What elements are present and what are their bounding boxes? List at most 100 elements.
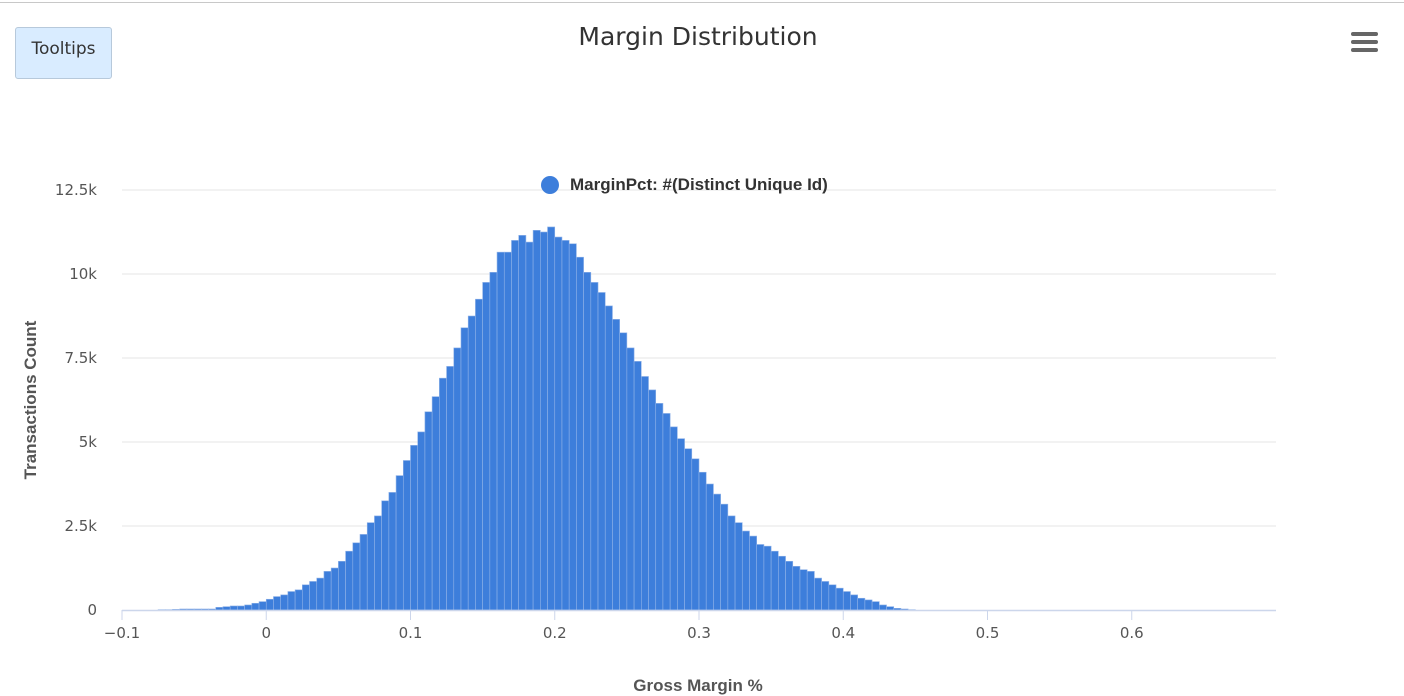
histogram-bar — [467, 315, 476, 611]
histogram-bar — [503, 251, 512, 611]
histogram-bar — [475, 298, 483, 611]
x-tick-label: 0.2 — [543, 624, 567, 642]
histogram-bar — [821, 581, 830, 611]
histogram-bar — [698, 471, 707, 611]
histogram-bar — [309, 581, 318, 611]
histogram-bar — [864, 599, 873, 611]
histogram-bar — [330, 567, 339, 611]
histogram-bar — [814, 577, 822, 611]
histogram-bar — [850, 594, 858, 611]
histogram-bar — [727, 515, 736, 611]
histogram-bar — [395, 475, 404, 611]
tooltips-button[interactable]: Tooltips — [15, 27, 112, 79]
histogram-bar — [338, 560, 346, 611]
histogram-bar — [893, 608, 902, 611]
histogram-bar — [612, 319, 620, 611]
x-tick-label: 0.4 — [831, 624, 855, 642]
histogram-bar — [381, 500, 390, 611]
x-tick-label: 0.5 — [976, 624, 1000, 642]
histogram-bar — [489, 272, 498, 611]
histogram-bar — [525, 241, 534, 611]
histogram-bar — [713, 493, 721, 611]
histogram-bar — [655, 403, 664, 611]
histogram-bar — [669, 426, 678, 611]
histogram-bar — [799, 569, 808, 611]
histogram-bar — [251, 602, 260, 611]
histogram-bar — [792, 566, 801, 611]
legend-item[interactable]: MarginPct: #(Distinct Unique Id) — [541, 175, 828, 195]
histogram-bar — [316, 577, 325, 611]
histogram-bar — [410, 445, 419, 611]
histogram-bar — [388, 492, 397, 611]
histogram-bar — [453, 347, 462, 611]
histogram-bar — [215, 607, 224, 611]
histogram-bar — [691, 458, 700, 611]
histogram-bar — [431, 396, 440, 611]
x-tick-label: 0 — [261, 624, 271, 642]
histogram-bar — [424, 411, 433, 611]
histogram-bar — [633, 361, 642, 611]
histogram-bar — [835, 587, 844, 611]
histogram-bar — [640, 376, 649, 611]
histogram-bar — [568, 243, 577, 611]
y-tick-label: 12.5k — [55, 181, 97, 199]
histogram-bar — [886, 606, 895, 611]
histogram-bar — [597, 292, 606, 611]
histogram-bar — [417, 431, 426, 611]
histogram-bar — [720, 503, 729, 611]
hamburger-menu-icon[interactable] — [1351, 32, 1378, 54]
histogram-bar — [705, 483, 714, 611]
histogram-bar — [265, 598, 274, 611]
histogram-bar — [879, 604, 887, 611]
histogram-bar — [446, 366, 455, 611]
histogram-bar — [460, 327, 469, 611]
histogram-bar — [626, 347, 635, 611]
legend-marker — [541, 176, 559, 194]
histogram-bar — [511, 240, 519, 611]
histogram-bar — [402, 460, 411, 611]
histogram-bar — [590, 282, 599, 611]
histogram-bar — [244, 604, 253, 611]
histogram-bar — [576, 256, 584, 611]
histogram-bar — [352, 542, 361, 611]
histogram-bar — [294, 589, 303, 611]
x-tick-label: 0.3 — [687, 624, 711, 642]
histogram-bar — [237, 605, 245, 611]
x-tick-label: 0.1 — [399, 624, 423, 642]
x-axis-title: Gross Margin % — [633, 676, 762, 695]
y-tick-label: 7.5k — [64, 349, 97, 367]
histogram-bar — [677, 438, 685, 611]
histogram-bar — [518, 235, 527, 611]
y-tick-label: 5k — [79, 433, 98, 451]
histogram-bar — [756, 544, 765, 611]
histogram-bar — [482, 282, 491, 611]
histogram-bar — [439, 377, 447, 611]
histogram-bar — [857, 597, 866, 611]
histogram-bar — [684, 448, 693, 611]
histogram-bar — [532, 230, 541, 611]
histogram-bar — [785, 560, 794, 611]
histogram-bar — [359, 534, 368, 611]
histogram-bar — [763, 545, 772, 611]
menu-line — [1351, 40, 1378, 44]
histogram-bar — [806, 571, 815, 611]
histogram-bar — [496, 251, 505, 611]
histogram-bar — [561, 240, 570, 611]
histogram-bar — [273, 596, 281, 611]
histogram-bar — [540, 231, 548, 611]
histogram-bar — [229, 605, 238, 611]
menu-line — [1351, 32, 1378, 36]
histogram-bar — [374, 515, 382, 611]
histogram-bar — [619, 332, 628, 611]
chart-title: Margin Distribution — [578, 22, 818, 51]
histogram-bar — [222, 606, 231, 611]
y-tick-label: 2.5k — [64, 517, 97, 535]
histogram-bar — [770, 550, 779, 611]
histogram-bar — [554, 236, 563, 611]
histogram-bar — [323, 571, 332, 611]
x-tick-label: 0.6 — [1120, 624, 1144, 642]
x-tick-label: −0.1 — [104, 624, 140, 642]
histogram-bar — [871, 601, 880, 611]
menu-line — [1351, 48, 1378, 52]
histogram-bar — [662, 413, 671, 611]
